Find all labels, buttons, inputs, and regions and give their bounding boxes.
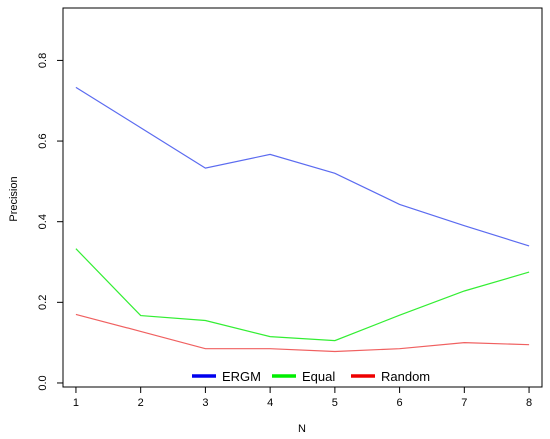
series-line-random <box>75 313 530 353</box>
x-tick-label: 7 <box>461 397 467 409</box>
x-tick-label: 6 <box>397 397 403 409</box>
x-axis-title: N <box>298 423 306 435</box>
x-tick-label: 2 <box>138 397 144 409</box>
legend-label-ergm: ERGM <box>222 369 261 384</box>
legend: ERGM Equal Random <box>192 369 430 384</box>
y-tick-label: 0.6 <box>37 133 49 148</box>
x-tick-label: 1 <box>73 397 79 409</box>
y-tick-label: 0.4 <box>37 214 49 229</box>
y-tick-label: 0.0 <box>37 375 49 390</box>
series-layer <box>75 86 530 353</box>
plot-frame <box>62 7 543 388</box>
legend-label-equal: Equal <box>302 369 335 384</box>
x-tick-label: 5 <box>332 397 338 409</box>
y-axis-title: Precision <box>8 176 20 221</box>
x-axis: 1 2 3 4 5 6 7 8 <box>73 387 532 409</box>
series-line-equal <box>75 248 530 342</box>
y-axis: 0.0 0.2 0.4 0.6 0.8 <box>37 53 63 391</box>
legend-label-random: Random <box>381 369 430 384</box>
y-tick-label: 0.8 <box>37 53 49 68</box>
x-tick-label: 3 <box>202 397 208 409</box>
series-line-ergm <box>75 86 530 247</box>
y-tick-label: 0.2 <box>37 295 49 310</box>
x-tick-label: 8 <box>526 397 532 409</box>
x-tick-label: 4 <box>267 397 273 409</box>
